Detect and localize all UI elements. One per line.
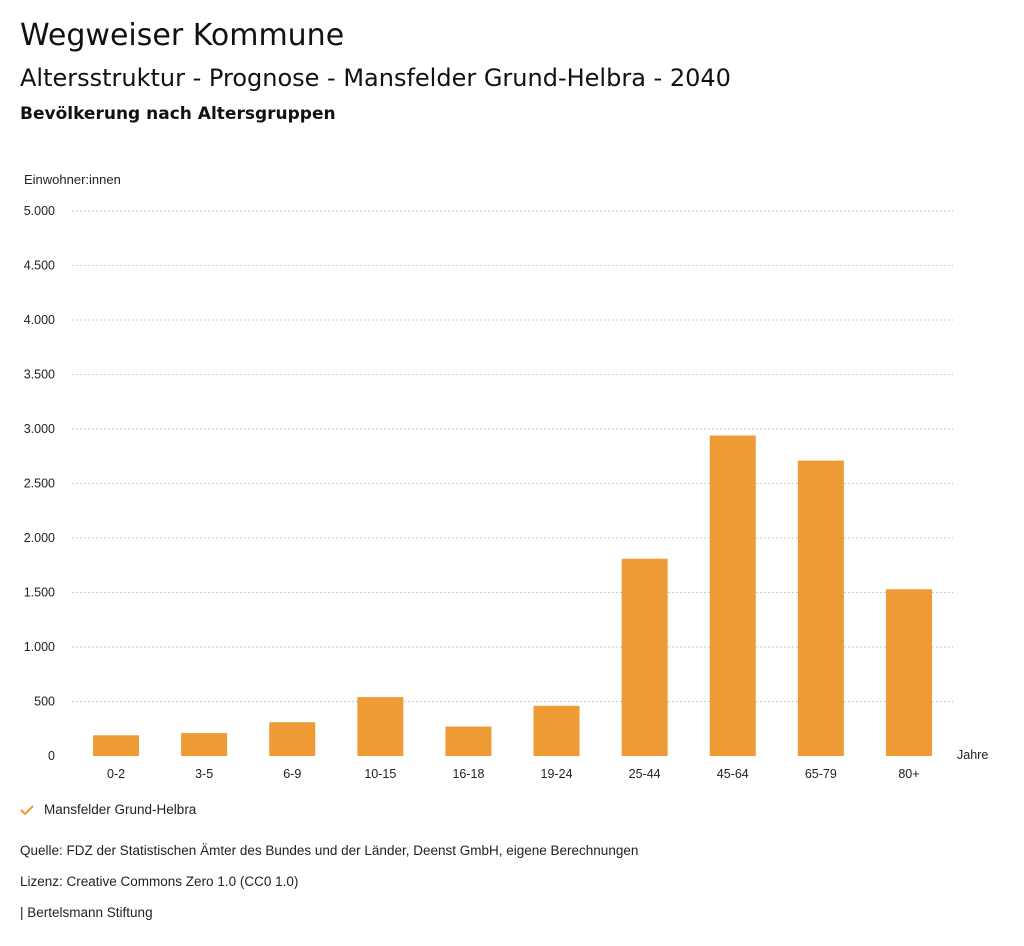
bar-chart: Einwohner:innen 0 500 1.000 1.500 2.000 2.500… xyxy=(24,172,989,781)
section-title: Bevölkerung nach Altersgruppen xyxy=(20,104,336,124)
bar-10-15[interactable] xyxy=(357,697,404,756)
x-tick-label: 25-44 xyxy=(629,767,661,781)
chart-subtitle: Altersstruktur - Prognose - Mansfelder G… xyxy=(20,64,731,92)
y-tick-label: 5.000 xyxy=(24,204,55,218)
y-axis-ticks: 0 500 1.000 1.500 2.000 2.500 3.000 3.500 4.000 4… xyxy=(24,204,55,763)
x-tick-label: 80+ xyxy=(898,767,919,781)
y-tick-label: 4.500 xyxy=(24,259,55,273)
y-tick-label: 0 xyxy=(48,749,55,763)
check-icon xyxy=(20,804,34,815)
x-tick-label: 19-24 xyxy=(541,767,573,781)
bar-0-2[interactable] xyxy=(93,735,140,756)
bar-45-64[interactable] xyxy=(709,435,756,756)
x-tick-label: 65-79 xyxy=(805,767,837,781)
gridlines xyxy=(72,210,953,702)
source-text: Quelle: FDZ der Statistischen Ämter des … xyxy=(20,843,639,858)
bar-16-18[interactable] xyxy=(445,726,492,756)
page-title: Wegweiser Kommune xyxy=(20,18,345,53)
legend-item-mansfelder-grund-helbra[interactable]: Mansfelder Grund-Helbra xyxy=(20,802,196,817)
y-tick-label: 1.500 xyxy=(24,586,55,600)
license-text: Lizenz: Creative Commons Zero 1.0 (CC0 1… xyxy=(20,874,299,889)
organization-text: | Bertelsmann Stiftung xyxy=(20,905,153,920)
x-tick-label: 16-18 xyxy=(452,767,484,781)
x-axis-label: Jahre xyxy=(957,748,988,762)
y-axis-label: Einwohner:innen xyxy=(24,172,121,187)
y-tick-label: 4.000 xyxy=(24,313,55,327)
bar-25-44[interactable] xyxy=(621,558,668,756)
bar-3-5[interactable] xyxy=(181,733,228,756)
y-tick-label: 1.000 xyxy=(24,640,55,654)
bar-19-24[interactable] xyxy=(533,705,580,756)
y-tick-label: 2.500 xyxy=(24,477,55,491)
x-tick-label: 6-9 xyxy=(283,767,301,781)
legend-label: Mansfelder Grund-Helbra xyxy=(44,802,197,817)
bars xyxy=(93,435,932,756)
y-tick-label: 2.000 xyxy=(24,531,55,545)
x-tick-label: 45-64 xyxy=(717,767,749,781)
x-tick-label: 3-5 xyxy=(195,767,213,781)
bar-65-79[interactable] xyxy=(797,460,844,756)
y-tick-label: 500 xyxy=(34,695,55,709)
x-tick-label: 0-2 xyxy=(107,767,125,781)
y-tick-label: 3.500 xyxy=(24,368,55,382)
x-axis-ticks: 0-2 3-5 6-9 10-15 16-18 19-24 25-44 45-64 65-79 8… xyxy=(107,767,920,781)
bar-6-9[interactable] xyxy=(269,722,316,756)
bar-80+[interactable] xyxy=(885,589,932,756)
x-tick-label: 10-15 xyxy=(364,767,396,781)
y-tick-label: 3.000 xyxy=(24,422,55,436)
